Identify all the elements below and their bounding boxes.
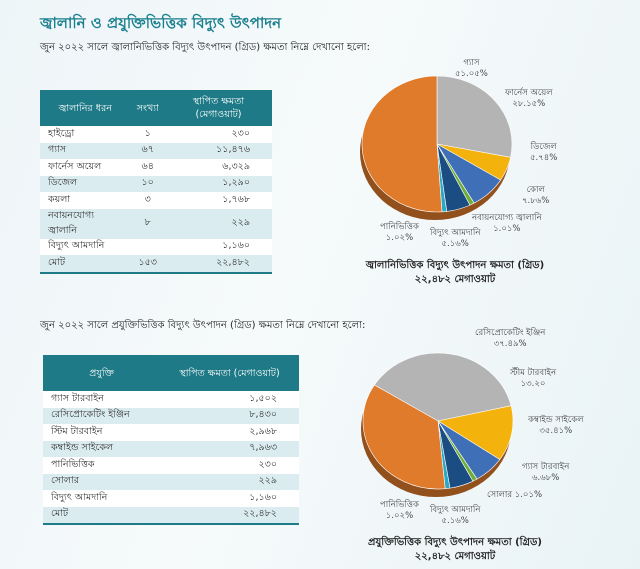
table-cell: ২,৯৬৮	[160, 424, 299, 441]
pie1-label-renewable: নবায়নযোগ্য জ্বালানি ১.০১%	[472, 213, 542, 234]
table-cell: ২২৯	[160, 473, 299, 490]
pie1-label-import: বিদ্যুৎ আমদানি ৫.১৬%	[430, 228, 481, 249]
pie2-label-combined: কম্বাইন্ড সাইকেল ৩৫.৪১%	[528, 415, 584, 436]
table-cell: ২২৯	[164, 208, 272, 239]
table-row: সোলার ২২৯	[43, 473, 299, 490]
table-row: রেসিপ্রোকেটিং ইঞ্জিন ৮,৪৩০	[43, 407, 299, 424]
table-cell: ডিজেল	[40, 175, 131, 192]
table-cell: রেসিপ্রোকেটিং ইঞ্জিন	[43, 407, 161, 424]
fuel-capacity-table: জ্বালানির ধরন সংখ্যা স্থাপিত ক্ষমতা (মেগ…	[40, 90, 272, 274]
table-cell: বিদ্যুৎ আমদানি	[40, 238, 131, 255]
table-row: কম্বাইন্ড সাইকেল ৭,৯৬৩	[43, 440, 299, 457]
pie2-label-steam: স্টীম টারবাইন ১৩.২০	[510, 368, 557, 389]
table-cell: ৩	[130, 192, 165, 209]
section1-intro: জুন ২০২২ সালে জ্বালানিভিত্তিক বিদ্যুৎ উৎ…	[40, 42, 370, 53]
pie-slice-6	[361, 75, 443, 213]
pie2-label-gas-turbine: গ্যাস টারবাইন ৬.৬৮%	[522, 462, 570, 483]
table-row: বিদ্যুৎ আমদানি ১,১৬০	[40, 238, 272, 255]
technology-pie-chart	[361, 352, 514, 497]
table-cell: ১,১৬০	[160, 490, 299, 507]
pie-slice-1	[437, 405, 514, 460]
table-cell: ১,২৯০	[164, 175, 272, 192]
col-header-fuel: জ্বালানির ধরন	[40, 90, 131, 126]
table-cell: ৬৭	[130, 142, 165, 159]
table-cell: সোলার	[43, 473, 161, 490]
table-cell: মোট	[43, 506, 161, 524]
table-header-row: প্রযুক্তি স্থাপিত ক্ষমতা (মেগাওয়াট)	[43, 355, 299, 391]
table-cell: ৬,৩২৯	[164, 159, 272, 176]
pie1-label-coal: কোল ৭.৮৬%	[522, 185, 550, 206]
table-cell: ফার্নেস অয়েল	[40, 159, 131, 176]
pie1-label-furnace-oil: ফার্নেস অয়েল ২৮.১৫%	[505, 88, 553, 109]
col-header-technology: প্রযুক্তি	[43, 355, 161, 391]
table-cell: ২৩০	[160, 457, 299, 474]
col-header-capacity: স্থাপিত ক্ষমতা (মেগাওয়াট)	[164, 90, 272, 126]
table-cell: ২৩০	[164, 126, 272, 143]
col-header-capacity: স্থাপিত ক্ষমতা (মেগাওয়াট)	[160, 355, 299, 391]
table-row: গ্যাস টারবাইন ১,৫০২	[43, 391, 299, 408]
table-header-row: জ্বালানির ধরন সংখ্যা স্থাপিত ক্ষমতা (মেগ…	[40, 90, 272, 126]
table-cell: মোট	[40, 255, 131, 273]
table-cell: হাইড্রো	[40, 126, 131, 143]
fuel-pie-chart	[360, 75, 513, 220]
table-row: স্টিম টারবাইন ২,৯৬৮	[43, 424, 299, 441]
section2-intro: জুন ২০২২ সালে প্রযুক্তিভিত্তিক বিদ্যুৎ উ…	[40, 320, 366, 331]
table-cell: ১৫৩	[130, 255, 165, 273]
table-row: গ্যাস ৬৭ ১১,৪৭৬	[40, 142, 272, 159]
pie2-label-reciprocating: রেসিপ্রোকেটিং ইঞ্জিন ৩৭.৪৯%	[475, 328, 546, 349]
table-row: ডিজেল ১০ ১,২৯০	[40, 175, 272, 192]
pie1-label-gas: গ্যাস ৫১.০৫%	[455, 58, 488, 79]
col-header-count: সংখ্যা	[130, 90, 165, 126]
table-cell: ১০	[130, 175, 165, 192]
pie-slice-6	[362, 384, 446, 490]
table-row: বিদ্যুৎ আমদানি ১,১৬০	[43, 490, 299, 507]
table-cell: ১	[130, 126, 165, 143]
table-cell: ২২,৪৮২	[164, 255, 272, 273]
table-cell: ৮	[130, 208, 165, 239]
table-cell: গ্যাস টারবাইন	[43, 391, 161, 408]
table-row: পানিভিত্তিক ২৩০	[43, 457, 299, 474]
table-cell	[130, 238, 165, 255]
pie1-label-diesel: ডিজেল ৫.৭৪%	[530, 142, 558, 163]
table-total-row: মোট ২২,৪৮২	[43, 506, 299, 524]
table-cell: পানিভিত্তিক	[43, 457, 161, 474]
page-title: জ্বালানি ও প্রযুক্তিভিত্তিক বিদ্যুৎ উৎপা…	[40, 14, 282, 32]
table-cell: ৭,৯৬৩	[160, 440, 299, 457]
pie2-label-hydro: পানিভিত্তিক ১.০২%	[380, 500, 419, 521]
table-row: হাইড্রো ১ ২৩০	[40, 126, 272, 143]
technology-capacity-table: প্রযুক্তি স্থাপিত ক্ষমতা (মেগাওয়াট) গ্য…	[43, 355, 299, 525]
pie1-label-hydro: পানিভিত্তিক ১.০২%	[380, 222, 419, 243]
table-total-row: মোট ১৫৩ ২২,৪৮২	[40, 255, 272, 273]
table-cell: কম্বাইন্ড সাইকেল	[43, 440, 161, 457]
table-cell: ১,৫০২	[160, 391, 299, 408]
table-cell: ১,১৬০	[164, 238, 272, 255]
table-row: নবায়নযোগ্য জ্বালানি ৮ ২২৯	[40, 208, 272, 239]
table-cell: ৬৪	[130, 159, 165, 176]
table-row: কয়লা ৩ ১,৭৬৮	[40, 192, 272, 209]
pie1-caption: জ্বালানিভিত্তিক বিদ্যুৎ উৎপাদন ক্ষমতা (গ…	[365, 260, 545, 285]
pie-slice-0	[436, 75, 513, 158]
table-cell: নবায়নযোগ্য জ্বালানি	[40, 208, 131, 239]
table-cell: ১,৭৬৮	[164, 192, 272, 209]
pie2-caption: প্রযুক্তিভিত্তিক বিদ্যুৎ উৎপাদন ক্ষমতা (…	[368, 537, 542, 562]
table-row: ফার্নেস অয়েল ৬৪ ৬,৩২৯	[40, 159, 272, 176]
table-cell: স্টিম টারবাইন	[43, 424, 161, 441]
table-cell: ২২,৪৮২	[160, 506, 299, 524]
table-cell: গ্যাস	[40, 142, 131, 159]
table-cell: বিদ্যুৎ আমদানি	[43, 490, 161, 507]
table-cell: ৮,৪৩০	[160, 407, 299, 424]
pie2-label-import: বিদ্যুৎ আমদানি ৫.১৬%	[430, 505, 481, 526]
table-cell: ১১,৪৭৬	[164, 142, 272, 159]
table-cell: কয়লা	[40, 192, 131, 209]
pie2-label-solar: সোলার ১.০১%	[487, 490, 543, 500]
